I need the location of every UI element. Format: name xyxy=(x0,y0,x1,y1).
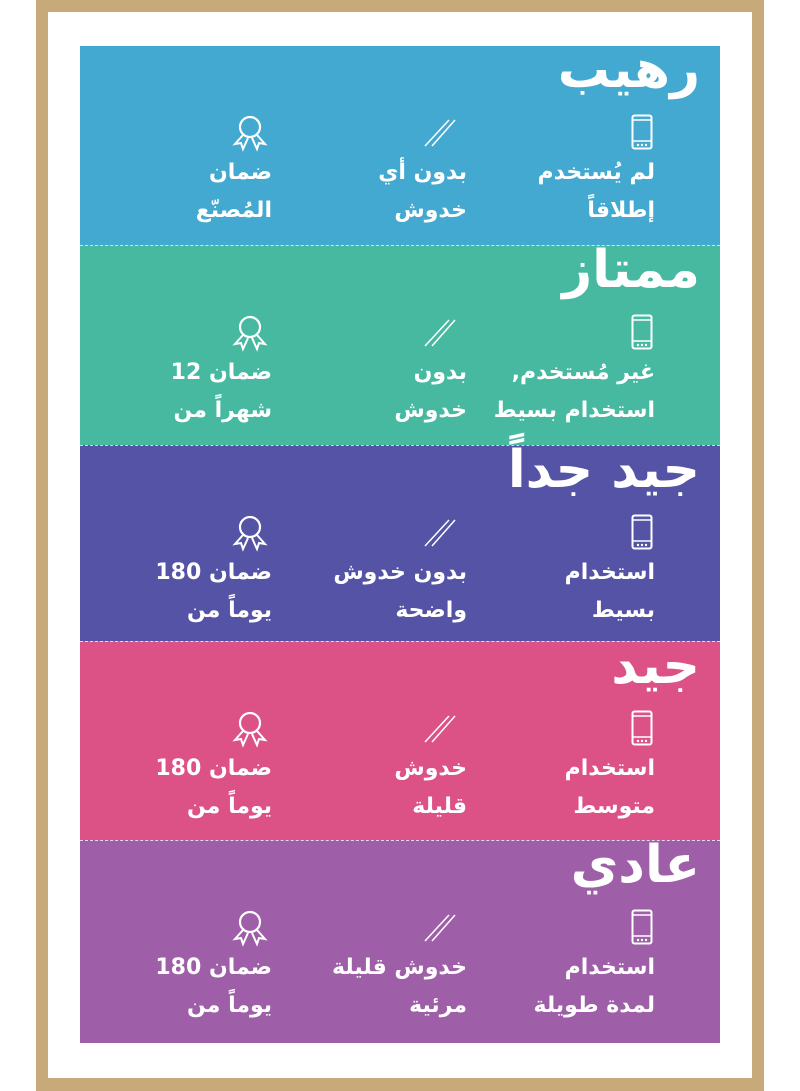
warranty-line-2: يوماً من xyxy=(186,598,272,623)
award-ribbon-icon xyxy=(72,314,272,354)
grade-section: ممتاز غير مُستخدم, استخدام بسيط بدون خدو… xyxy=(80,240,720,446)
grade-title: رهيب xyxy=(557,40,700,100)
scratch-lines-icon xyxy=(267,314,467,354)
condition-line-1: خدوش xyxy=(394,756,467,781)
condition-column: خدوش قليلة مرئية xyxy=(267,909,467,1025)
award-ribbon-icon xyxy=(72,514,272,554)
condition-line-2: خدوش xyxy=(394,398,467,423)
warranty-column: ضمان 12 شهراً من xyxy=(72,314,272,430)
usage-line-1: غير مُستخدم, xyxy=(511,360,655,385)
condition-line-2: خدوش xyxy=(394,198,467,223)
smartphone-icon xyxy=(455,114,655,154)
award-ribbon-icon xyxy=(72,114,272,154)
scratch-lines-icon xyxy=(267,514,467,554)
smartphone-icon xyxy=(455,314,655,354)
condition-line-2: واضحة xyxy=(395,598,467,623)
smartphone-icon xyxy=(455,514,655,554)
usage-column: لم يُستخدم إطلاقاً xyxy=(455,114,655,230)
award-ribbon-icon xyxy=(72,909,272,949)
warranty-column: ضمان المُصنّع xyxy=(72,114,272,230)
smartphone-icon xyxy=(455,710,655,750)
grade-title: جيد xyxy=(611,636,700,696)
warranty-column: ضمان 180 يوماً من xyxy=(72,710,272,826)
usage-column: استخدام بسيط xyxy=(455,514,655,630)
usage-line-2: لمدة طويلة xyxy=(533,993,655,1018)
grade-section: جيد جداً استخدام بسيط بدون خدوش واضحة ضم… xyxy=(80,440,720,642)
grade-title: جيد جداً xyxy=(507,440,700,500)
usage-line-1: استخدام xyxy=(564,955,655,980)
condition-line-1: بدون خدوش xyxy=(333,560,467,585)
grade-section: رهيب لم يُستخدم إطلاقاً بدون أي خدوش ضما… xyxy=(80,40,720,245)
usage-line-1: استخدام xyxy=(564,756,655,781)
warranty-line-1: ضمان 12 xyxy=(170,360,272,385)
usage-line-2: إطلاقاً xyxy=(587,198,655,223)
grade-section: جيد استخدام متوسط خدوش قليلة ضمان 180 يو… xyxy=(80,636,720,841)
condition-line-1: بدون أي xyxy=(378,160,467,185)
condition-column: بدون أي خدوش xyxy=(267,114,467,230)
warranty-line-2: يوماً من xyxy=(186,794,272,819)
usage-line-1: لم يُستخدم xyxy=(537,160,656,185)
usage-line-2: بسيط xyxy=(591,598,655,623)
grade-title: ممتاز xyxy=(562,240,700,300)
warranty-line-2: شهراً من xyxy=(173,398,272,423)
condition-line-2: مرئية xyxy=(409,993,467,1018)
usage-line-2: استخدام بسيط xyxy=(493,398,655,423)
scratch-lines-icon xyxy=(267,909,467,949)
warranty-column: ضمان 180 يوماً من xyxy=(72,514,272,630)
usage-line-1: استخدام xyxy=(564,560,655,585)
warranty-line-2: يوماً من xyxy=(186,993,272,1018)
award-ribbon-icon xyxy=(72,710,272,750)
smartphone-icon xyxy=(455,909,655,949)
condition-column: بدون خدوش واضحة xyxy=(267,514,467,630)
scratch-lines-icon xyxy=(267,114,467,154)
usage-line-2: متوسط xyxy=(573,794,655,819)
warranty-line-1: ضمان 180 xyxy=(155,756,272,781)
usage-column: غير مُستخدم, استخدام بسيط xyxy=(455,314,655,430)
usage-column: استخدام متوسط xyxy=(455,710,655,826)
condition-line-1: خدوش قليلة xyxy=(332,955,467,980)
usage-column: استخدام لمدة طويلة xyxy=(455,909,655,1025)
grade-section: عادي استخدام لمدة طويلة خدوش قليلة مرئية… xyxy=(80,835,720,1043)
condition-column: خدوش قليلة xyxy=(267,710,467,826)
scratch-lines-icon xyxy=(267,710,467,750)
warranty-line-1: ضمان xyxy=(208,160,272,185)
grade-title: عادي xyxy=(570,835,700,895)
condition-column: بدون خدوش xyxy=(267,314,467,430)
grade-panel: رهيب لم يُستخدم إطلاقاً بدون أي خدوش ضما… xyxy=(80,40,720,1043)
warranty-line-1: ضمان 180 xyxy=(155,560,272,585)
condition-line-2: قليلة xyxy=(412,794,467,819)
warranty-line-1: ضمان 180 xyxy=(155,955,272,980)
warranty-line-2: المُصنّع xyxy=(195,198,272,223)
condition-line-1: بدون xyxy=(413,360,467,385)
warranty-column: ضمان 180 يوماً من xyxy=(72,909,272,1025)
